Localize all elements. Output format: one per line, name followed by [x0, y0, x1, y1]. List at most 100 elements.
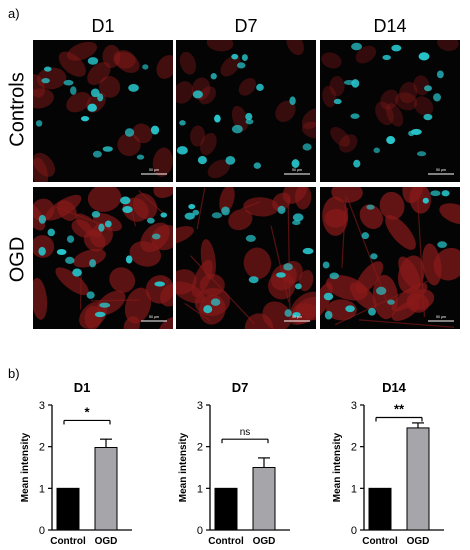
cytoplasm-stain [66, 41, 98, 61]
nucleus-stain [221, 206, 230, 216]
nucleus-stain [408, 130, 415, 137]
nucleus-stain [38, 246, 46, 256]
nucleus-stain [70, 86, 77, 95]
x-tick-label: OGD [407, 536, 430, 547]
nucleus-stain [38, 214, 47, 224]
nucleus-stain [433, 93, 441, 102]
bar-ogd [406, 427, 430, 531]
cytoplasm-stain [301, 121, 316, 139]
cytoplasm-stain [275, 100, 296, 123]
nucleus-stain [65, 256, 75, 264]
cytoplasm-stain [413, 96, 434, 116]
fiber-stain [346, 197, 389, 304]
cytoplasm-stain [286, 40, 304, 56]
cytoplasm-stain [385, 214, 416, 250]
nucleus-stain [102, 146, 113, 152]
cytoplasm-stain [325, 299, 357, 321]
cytoplasm-stain [320, 282, 333, 318]
nucleus-stain [90, 88, 100, 98]
cytoplasm-stain [33, 74, 46, 98]
nucleus-stain [160, 212, 168, 218]
micrograph-ogd-d14: 50 µm [320, 187, 460, 329]
micrograph-ogd-d7: 50 µm [176, 187, 316, 329]
cytoplasm-stain [176, 226, 194, 245]
cytoplasm-stain [87, 61, 111, 85]
cytoplasm-stain [58, 51, 86, 77]
micrograph-image: 50 µm [320, 187, 460, 328]
scale-bar-label: 50 µm [292, 315, 302, 319]
cytoplasm-stain [359, 204, 384, 230]
nucleus-stain [391, 44, 402, 52]
fiber-stain [184, 302, 211, 322]
x-tick-label: Control [362, 536, 398, 547]
cytoplasm-stain [45, 194, 82, 221]
nucleus-stain [441, 190, 450, 197]
cytoplasm-stain [301, 108, 316, 130]
cytoplasm-stain [151, 224, 173, 251]
fiber-stain [240, 201, 260, 210]
cytoplasm-stain [437, 40, 459, 52]
cytoplasm-stain [238, 78, 257, 96]
nucleus-stain [345, 305, 355, 313]
bar-chart-d7: D7 0 1 2 3 Mean intensity Control OGD ns [178, 380, 290, 547]
y-tick-label: 2 [351, 442, 357, 454]
nucleus-stain [324, 310, 333, 320]
nucleus-stain [284, 309, 292, 317]
fiber-stain [129, 200, 137, 227]
nucleus-stain [188, 203, 196, 210]
column-header-d1: D1 [91, 16, 115, 36]
y-tick-label: 3 [39, 400, 45, 412]
cytoplasm-stain [33, 235, 55, 258]
cytoplasm-stain [200, 239, 216, 280]
significance-label: ns [240, 427, 251, 438]
micrograph-image: 50 µm [33, 41, 173, 182]
cytoplasm-stain [72, 248, 107, 268]
nucleus-stain [430, 190, 441, 197]
nucleus-stain [176, 146, 188, 155]
cytoplasm-stain [158, 316, 173, 329]
nucleus-stain [289, 96, 296, 105]
cytoplasm-stain [268, 272, 296, 300]
cytoplasm-stain [375, 101, 394, 126]
nucleus-stain [423, 113, 433, 121]
nucleus-stain [98, 223, 105, 232]
cytoplasm-stain [231, 105, 248, 132]
cytoplasm-stain [409, 187, 432, 214]
cytoplasm-stain [33, 201, 46, 231]
nucleus-stain [295, 283, 302, 290]
cytoplasm-stain [117, 133, 141, 156]
fiber-stain [341, 195, 347, 268]
fiber-stain [344, 207, 349, 215]
cytoplasm-stain [33, 88, 54, 109]
y-tick-label: 1 [39, 483, 45, 495]
cytoplasm-stain [109, 267, 136, 293]
cytoplasm-stain [243, 197, 279, 217]
cytoplasm-stain [398, 256, 421, 290]
nucleus-stain [86, 291, 95, 299]
nucleus-stain [150, 125, 160, 135]
nucleus-stain [422, 197, 429, 204]
nucleus-stain [214, 114, 221, 123]
row-header-controls: Controls [6, 72, 29, 147]
nucleus-stain [56, 248, 67, 256]
micrograph-ogd-d1: 50 µm [33, 187, 173, 329]
y-axis-label: Mean intensity [20, 432, 31, 502]
nucleus-stain [322, 261, 330, 269]
nucleus-stain [210, 73, 217, 80]
nucleus-stain [418, 52, 430, 61]
nucleus-stain [80, 115, 90, 122]
y-tick-label: 1 [351, 483, 357, 495]
nucleus-stain [192, 90, 203, 99]
fiber-stain [162, 277, 169, 284]
cytoplasm-stain [322, 85, 337, 108]
cytoplasm-stain [132, 123, 153, 144]
cytoplasm-stain [153, 187, 173, 199]
nucleus-stain [41, 78, 50, 84]
micrograph-image: 50 µm [176, 40, 316, 179]
fiber-stain [80, 269, 82, 310]
cytoplasm-stain [179, 51, 197, 75]
nucleus-stain [66, 235, 75, 243]
fiber-stain [334, 280, 428, 326]
micrograph-controls-d7: 50 µm [176, 40, 316, 182]
nucleus-stain [92, 150, 102, 158]
